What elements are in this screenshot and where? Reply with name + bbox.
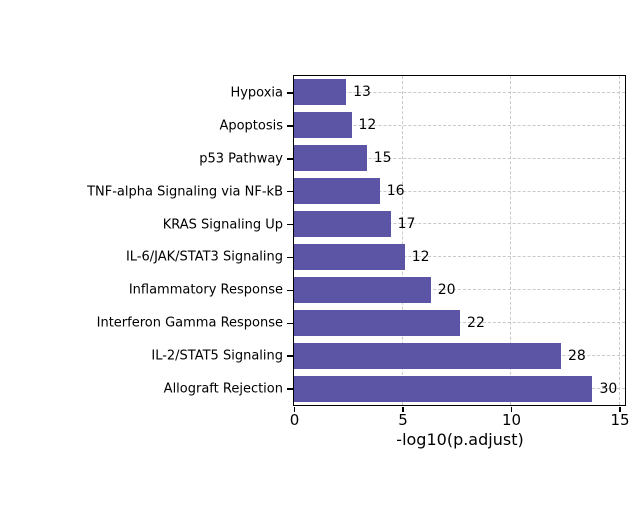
- grid-line-vertical: [618, 76, 620, 405]
- y-axis-label: TNF-alpha Signaling via NF-kB: [87, 184, 283, 200]
- y-axis-label: Allograft Rejection: [163, 381, 283, 397]
- bar-value-label: 15: [373, 150, 392, 167]
- bar: [294, 112, 352, 139]
- y-axis-label: IL-6/JAK/STAT3 Signaling: [125, 249, 283, 265]
- grid-line-horizontal: [294, 91, 625, 93]
- y-axis-tick: [287, 125, 293, 127]
- bar: [294, 342, 561, 369]
- bar: [294, 309, 461, 336]
- y-axis-tick: [287, 256, 293, 259]
- bar-value-label: 12: [411, 248, 430, 265]
- bar: [294, 243, 405, 270]
- grid-line-horizontal: [294, 256, 625, 258]
- bar-value-label: 20: [437, 281, 456, 298]
- x-axis-tick: [402, 406, 404, 412]
- grid-line-vertical: [401, 76, 403, 405]
- bar: [294, 79, 347, 106]
- y-axis-label: Interferon Gamma Response: [96, 315, 283, 331]
- y-axis-tick: [287, 289, 293, 292]
- bar-value-label: 30: [599, 380, 618, 397]
- y-axis-label: KRAS Signaling Up: [162, 217, 283, 233]
- grid-line-horizontal: [294, 223, 625, 225]
- bar: [294, 375, 593, 402]
- grid-line-horizontal: [294, 124, 625, 126]
- x-axis-tick-label: 15: [610, 411, 630, 429]
- y-axis-tick: [287, 355, 293, 357]
- y-axis-tick: [287, 158, 293, 160]
- y-axis-tick: [287, 223, 293, 226]
- y-axis-label: p53 Pathway: [199, 151, 283, 167]
- bar: [294, 276, 431, 303]
- x-axis-title: -log10(p.adjust): [396, 430, 524, 449]
- x-axis-tick-label: 10: [502, 411, 522, 429]
- y-axis-tick: [287, 92, 293, 94]
- plot-area: 13 12 15 16 17 12 20 22 28 30: [293, 75, 626, 406]
- bar-value-label: 17: [397, 216, 416, 233]
- bar-value-label: 22: [467, 314, 485, 331]
- bar-value-label: 16: [386, 183, 405, 200]
- y-axis-label: IL-2/STAT5 Signaling: [151, 348, 283, 364]
- y-axis-label: Hypoxia: [230, 85, 283, 101]
- grid-line-horizontal: [294, 289, 625, 291]
- bar: [294, 211, 391, 238]
- bar: [294, 178, 380, 205]
- bar-value-label: 12: [358, 117, 377, 134]
- grid-line-horizontal: [294, 157, 625, 159]
- y-axis-tick: [287, 322, 293, 324]
- x-axis-tick-label: 0: [289, 411, 300, 429]
- bar: [294, 145, 367, 172]
- y-axis-label: Inflammatory Response: [128, 282, 283, 298]
- x-axis-tick-label: 5: [398, 411, 408, 429]
- x-axis-tick: [510, 406, 513, 412]
- y-axis-tick: [287, 388, 293, 390]
- grid-line-vertical: [510, 76, 512, 405]
- x-axis-tick: [619, 406, 621, 412]
- y-axis-tick: [287, 190, 293, 193]
- bar-value-label: 13: [353, 84, 371, 101]
- bar-value-label: 28: [567, 347, 586, 364]
- y-axis-label: Apoptosis: [219, 118, 283, 134]
- x-axis-tick: [293, 406, 296, 412]
- grid-line-horizontal: [294, 190, 625, 192]
